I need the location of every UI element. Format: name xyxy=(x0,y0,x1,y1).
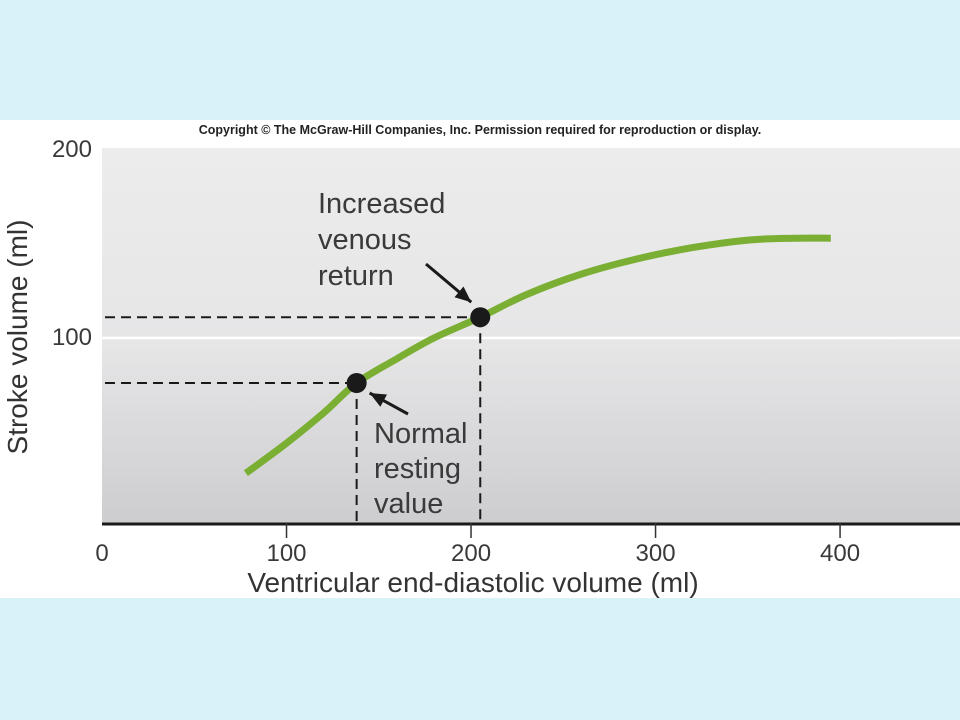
arrow-increased-head xyxy=(454,286,472,303)
stroke-volume-curve xyxy=(243,234,831,477)
annotation-normal-resting-value: Normal resting value xyxy=(374,418,467,520)
annotation-increased-venous-return-line: return xyxy=(318,260,394,292)
annotation-normal-resting-value-line: Normal xyxy=(374,418,467,450)
x-tick-label: 100 xyxy=(266,540,306,567)
y-tick-label: 100 xyxy=(52,324,92,351)
series xyxy=(243,234,831,477)
stroke-volume-chart: Copyright © The McGraw-Hill Companies, I… xyxy=(2,123,960,598)
point-marker-increased xyxy=(470,307,491,328)
annotation-increased-venous-return-line: Increased xyxy=(318,188,445,220)
plot-area xyxy=(102,148,960,524)
point-marker-normal xyxy=(346,373,367,393)
annotation-increased-venous-return: Increased venous return xyxy=(318,188,445,292)
annotation-normal-resting-value-line: resting xyxy=(374,453,461,485)
x-tick-label: 300 xyxy=(636,540,676,567)
x-tick-label: 400 xyxy=(820,540,860,567)
annotations: Increased venous return Normal resting value xyxy=(318,188,473,520)
reference-lines xyxy=(105,316,482,524)
x-tick-label: 0 xyxy=(95,540,108,567)
copyright-text: Copyright © The McGraw-Hill Companies, I… xyxy=(199,123,762,137)
figure-panel: Copyright © The McGraw-Hill Companies, I… xyxy=(0,120,960,598)
annotation-normal-resting-value-line: value xyxy=(374,488,443,520)
arrow-increased xyxy=(425,262,473,304)
y-tick-label: 200 xyxy=(52,136,92,163)
arrow-normal xyxy=(368,391,409,416)
y-axis-title: Stroke volume (ml) xyxy=(2,220,33,455)
axes: 0 100 200 300 400 100 200 xyxy=(52,136,960,567)
annotation-increased-venous-return-line: venous xyxy=(318,224,412,256)
x-tick-label: 200 xyxy=(451,540,491,567)
x-axis-title: Ventricular end-diastolic volume (ml) xyxy=(247,567,698,598)
arrow-normal-head xyxy=(369,393,387,407)
